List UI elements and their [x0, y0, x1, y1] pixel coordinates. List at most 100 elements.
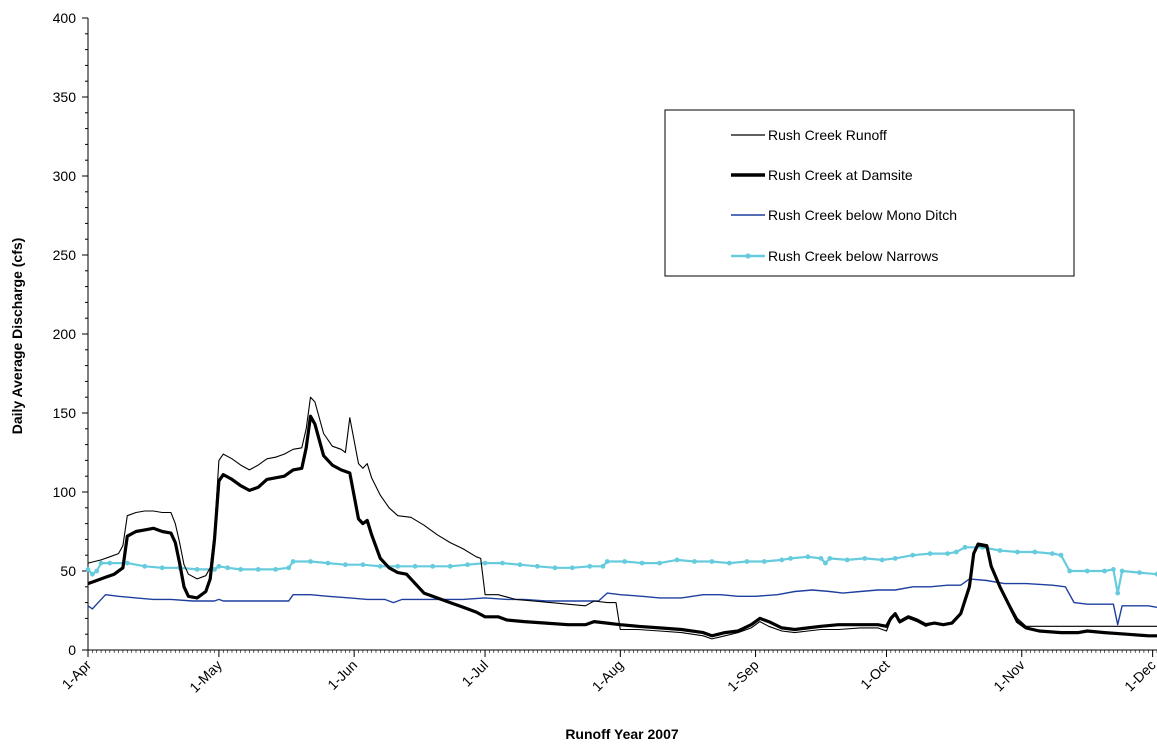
- data-point: [465, 562, 470, 568]
- series-line: [87, 578, 1157, 626]
- data-point: [600, 563, 606, 569]
- data-point: [1115, 590, 1121, 596]
- x-tick-label: 1-Oct: [857, 657, 893, 693]
- y-tick-label: 250: [53, 247, 77, 263]
- data-point: [639, 560, 645, 566]
- x-tick-label: 1-Sep: [724, 657, 762, 695]
- data-point: [447, 563, 453, 569]
- series-line: [87, 396, 1157, 640]
- data-point: [692, 559, 697, 564]
- legend-entry-narrows: Rush Creek below Narrows: [731, 248, 938, 264]
- legend-marker-narrows: [745, 253, 751, 259]
- data-point: [255, 567, 261, 572]
- data-point: [910, 552, 916, 558]
- x-tick-label: 1-Apr: [59, 657, 95, 693]
- data-point: [953, 549, 959, 555]
- data-point: [552, 565, 558, 571]
- x-tick-label: 1-Jun: [324, 657, 360, 693]
- series-rush-creek-below-mono-ditch: [87, 578, 1157, 626]
- x-tick-label: 1-Jul: [458, 657, 491, 690]
- x-tick-label: 1-May: [186, 657, 225, 696]
- data-point: [212, 567, 217, 572]
- x-axis-title: Runoff Year 2007: [565, 726, 679, 742]
- data-point: [1049, 551, 1055, 556]
- data-point: [818, 556, 824, 561]
- data-point: [587, 563, 593, 569]
- data-point: [827, 556, 833, 561]
- legend-label-damsite: Rush Creek at Damsite: [768, 167, 913, 183]
- data-point: [604, 559, 610, 564]
- data-point: [124, 560, 130, 566]
- series-rush-creek-runoff: [87, 396, 1157, 640]
- data-point: [727, 560, 732, 566]
- data-point: [360, 562, 366, 568]
- data-point: [1084, 568, 1090, 574]
- data-point: [90, 571, 95, 577]
- series-rush-creek-at-damsite: [87, 414, 1157, 638]
- data-point: [709, 559, 715, 564]
- series-line: [87, 414, 1157, 638]
- y-axis-title: Daily Average Discharge (cfs): [9, 238, 25, 435]
- data-point: [238, 567, 244, 572]
- data-point: [308, 559, 313, 564]
- series-line: [87, 546, 1157, 595]
- data-point: [500, 560, 505, 566]
- data-point: [892, 556, 898, 561]
- data-point: [962, 544, 968, 550]
- data-point: [430, 563, 436, 569]
- series-layer: [85, 396, 1157, 640]
- data-point: [395, 563, 401, 569]
- data-point: [823, 560, 828, 566]
- data-point: [535, 563, 540, 569]
- data-point: [779, 557, 785, 563]
- data-point: [844, 557, 850, 563]
- x-tick-label: 1-Dec: [1121, 657, 1157, 695]
- y-tick-label: 150: [53, 405, 77, 421]
- data-point: [1058, 552, 1064, 558]
- data-point: [744, 559, 750, 564]
- data-point: [273, 567, 278, 572]
- data-point: [517, 562, 523, 568]
- data-point: [482, 560, 488, 566]
- legend-entry-mono-ditch: Rush Creek below Mono Ditch: [731, 207, 957, 223]
- data-point: [569, 565, 575, 571]
- data-point: [761, 559, 767, 564]
- y-tick-label: 50: [60, 563, 76, 579]
- data-point: [657, 560, 662, 566]
- data-point: [788, 556, 793, 561]
- series-rush-creek-below-narrows: [85, 544, 1157, 596]
- data-point: [225, 565, 231, 571]
- data-point: [862, 556, 868, 561]
- data-point: [1102, 568, 1107, 574]
- data-point: [1067, 568, 1073, 574]
- legend-entry-damsite: Rush Creek at Damsite: [731, 167, 913, 183]
- data-point: [343, 562, 348, 568]
- data-point: [622, 559, 628, 564]
- data-point: [159, 565, 165, 571]
- data-point: [194, 567, 200, 572]
- legend-box: [664, 109, 1075, 277]
- data-point: [1111, 567, 1116, 572]
- data-point: [412, 563, 418, 569]
- data-point: [1137, 570, 1142, 575]
- y-tick-label: 300: [53, 168, 77, 184]
- data-point: [142, 563, 148, 569]
- y-tick-label: 100: [53, 484, 77, 500]
- data-point: [286, 565, 292, 571]
- data-point: [1154, 571, 1157, 577]
- legend-label-narrows: Rush Creek below Narrows: [768, 248, 938, 264]
- data-point: [879, 557, 885, 563]
- legend-label-runoff: Rush Creek Runoff: [768, 127, 887, 143]
- data-point: [85, 567, 91, 572]
- data-point: [107, 560, 113, 566]
- y-tick-label: 400: [53, 10, 77, 26]
- data-point: [98, 560, 104, 566]
- data-point: [1015, 549, 1020, 555]
- legend-entry-runoff: Rush Creek Runoff: [731, 127, 887, 143]
- legend-label-mono-ditch: Rush Creek below Mono Ditch: [768, 207, 957, 223]
- data-point: [997, 548, 1003, 553]
- data-point: [216, 563, 222, 569]
- y-tick-label: 0: [68, 642, 76, 658]
- data-point: [325, 560, 331, 566]
